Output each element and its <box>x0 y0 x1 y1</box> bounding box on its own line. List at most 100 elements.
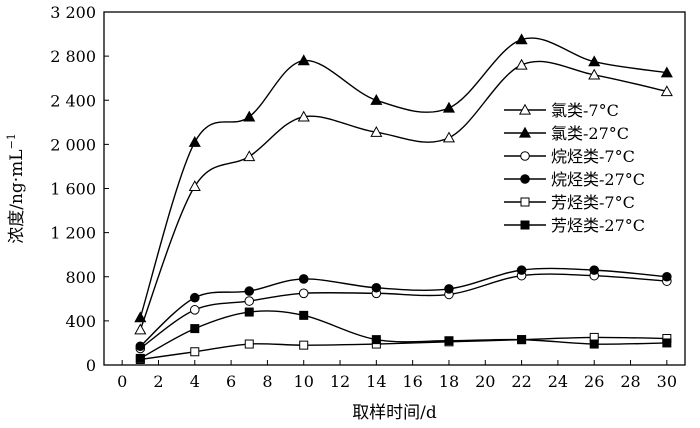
x-tick-label: 2 <box>153 372 163 391</box>
x-tick-label: 24 <box>548 372 568 391</box>
legend-label: 氯类-7°C <box>551 101 619 120</box>
data-point <box>135 353 145 363</box>
data-point <box>134 323 147 335</box>
data-point <box>134 311 147 323</box>
x-tick-label: 18 <box>439 372 459 391</box>
data-point <box>517 335 527 345</box>
y-tick-label: 2 000 <box>50 135 96 154</box>
series-4 <box>135 265 672 352</box>
legend-label: 烷烃类-27°C <box>551 170 645 189</box>
data-point <box>516 265 527 275</box>
y-tick-label: 2 400 <box>50 91 96 110</box>
data-point <box>662 338 672 348</box>
data-point <box>190 324 200 334</box>
data-point <box>588 55 601 67</box>
data-point <box>188 135 201 147</box>
x-tick-label: 16 <box>402 372 422 391</box>
data-point <box>244 286 255 296</box>
data-point <box>243 150 256 162</box>
legend-marker <box>518 126 532 138</box>
series-2 <box>134 33 673 323</box>
data-point <box>299 310 309 320</box>
x-tick-label: 30 <box>657 372 677 391</box>
x-tick-label: 8 <box>262 372 272 391</box>
x-tick-label: 26 <box>584 372 604 391</box>
data-point <box>660 66 673 78</box>
legend-label: 烷烃类-7°C <box>551 147 635 166</box>
data-point <box>189 292 200 303</box>
data-point <box>515 58 528 70</box>
data-point <box>244 296 255 306</box>
y-tick-label: 3 200 <box>50 3 96 22</box>
legend-marker <box>520 174 530 184</box>
legend: 氯类-7°C 氯类-27°C 烷烃类-7°C 烷烃类-27°C 芳烃类-7°C 芳烃类-2… <box>504 101 645 235</box>
data-point <box>444 284 454 294</box>
data-point <box>588 68 601 80</box>
legend-marker <box>520 220 530 230</box>
legend-item: 芳烃类-27°C <box>504 216 645 235</box>
data-point <box>370 126 383 137</box>
y-axis-title: 浓度/ng·mL−1 <box>5 133 27 244</box>
data-point <box>244 339 254 349</box>
legend-marker <box>518 103 532 115</box>
data-point <box>244 307 254 317</box>
legend-label: 芳烃类-27°C <box>551 216 645 235</box>
x-tick-label: 22 <box>511 372 531 391</box>
data-point <box>190 347 200 357</box>
data-point <box>371 335 381 345</box>
series-line <box>139 310 667 359</box>
y-axis-title-text: 浓度/ng·mL <box>7 149 27 243</box>
data-point <box>442 101 456 113</box>
data-point <box>589 265 600 275</box>
y-tick-label: 800 <box>65 268 96 287</box>
data-point <box>243 110 256 122</box>
legend-item: 芳烃类-7°C <box>504 193 635 212</box>
data-point <box>135 341 146 352</box>
y-tick-label: 0 <box>86 356 96 375</box>
data-point <box>589 339 599 349</box>
data-point <box>297 110 310 122</box>
data-point <box>299 340 309 350</box>
data-point <box>297 54 310 66</box>
data-point <box>660 85 673 97</box>
y-tick-label: 400 <box>65 312 96 331</box>
series-line <box>140 336 667 361</box>
data-point <box>371 282 382 293</box>
y-axis-title-superscript: −1 <box>5 133 18 149</box>
x-tick-label: 0 <box>117 372 127 391</box>
legend-item: 氯类-27°C <box>504 124 629 143</box>
data-point <box>444 336 454 346</box>
x-tick-label: 20 <box>475 372 495 391</box>
x-tick-label: 14 <box>366 372 386 391</box>
legend-item: 氯类-7°C <box>504 101 619 120</box>
data-point <box>298 274 309 284</box>
legend-label: 芳烃类-7°C <box>551 193 635 212</box>
y-tick-label: 1 200 <box>50 224 96 243</box>
data-point <box>442 131 456 143</box>
x-axis-title: 取样时间/d <box>352 403 437 423</box>
data-point <box>188 180 201 191</box>
data-point <box>189 305 200 315</box>
series-layer <box>134 33 673 364</box>
legend-marker <box>520 197 530 207</box>
series-line <box>139 267 667 347</box>
legend-label: 氯类-27°C <box>551 124 629 143</box>
data-point <box>515 33 528 45</box>
data-point <box>370 94 383 105</box>
legend-item: 烷烃类-7°C <box>504 147 635 166</box>
data-point <box>662 271 672 282</box>
x-tick-label: 28 <box>620 372 640 391</box>
x-tick-label: 6 <box>226 372 236 391</box>
data-point <box>298 288 309 299</box>
legend-item: 烷烃类-27°C <box>504 170 645 189</box>
y-tick-label: 1 600 <box>50 180 96 199</box>
x-tick-label: 4 <box>190 372 200 391</box>
x-tick-label: 10 <box>294 372 314 391</box>
series-1 <box>134 58 673 335</box>
series-6 <box>135 307 672 363</box>
y-tick-label: 2 800 <box>50 47 96 66</box>
legend-marker <box>520 151 530 161</box>
x-tick-label: 12 <box>330 372 350 391</box>
